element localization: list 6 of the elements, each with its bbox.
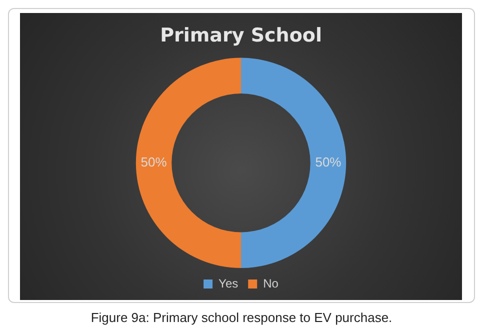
chart-title: Primary School bbox=[160, 24, 322, 46]
data-label: 50% bbox=[140, 154, 168, 170]
data-label: 50% bbox=[315, 154, 342, 170]
legend-label: Yes bbox=[218, 276, 238, 290]
caption: Figure 9a: Primary school response to EV purchase. bbox=[90, 310, 394, 325]
legend-label: No bbox=[263, 276, 279, 290]
